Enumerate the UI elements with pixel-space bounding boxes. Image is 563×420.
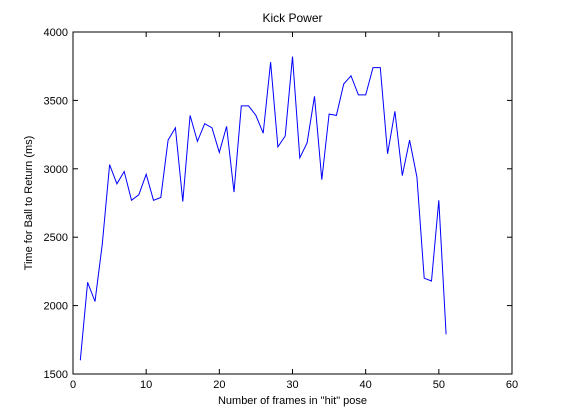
plot-area [72, 31, 513, 375]
x-tick-label: 20 [213, 379, 225, 391]
y-tick-label: 3000 [44, 164, 68, 176]
series-line [79, 56, 447, 361]
chart-title: Kick Power [262, 11, 322, 25]
y-tick-label: 4000 [44, 27, 68, 39]
y-tick-label: 2500 [44, 232, 68, 244]
axis-ticks: 0 10 20 30 40 50 60 1500 2000 2500 3000 3500 4000 [44, 27, 519, 391]
x-tick-label: 60 [506, 379, 518, 391]
x-tick-label: 30 [286, 379, 298, 391]
y-tick-label: 3500 [44, 95, 68, 107]
x-tick-label: 50 [433, 379, 445, 391]
x-axis-title: Number of frames in "hit" pose [218, 395, 367, 407]
x-tick-label: 10 [140, 379, 152, 391]
x-tick-label: 40 [360, 379, 372, 391]
y-tick-label: 2000 [44, 301, 68, 313]
x-tick-label: 0 [70, 379, 76, 391]
y-tick-label: 1500 [44, 369, 68, 381]
y-axis-title: Time for Ball to Return (ms) [23, 136, 35, 271]
